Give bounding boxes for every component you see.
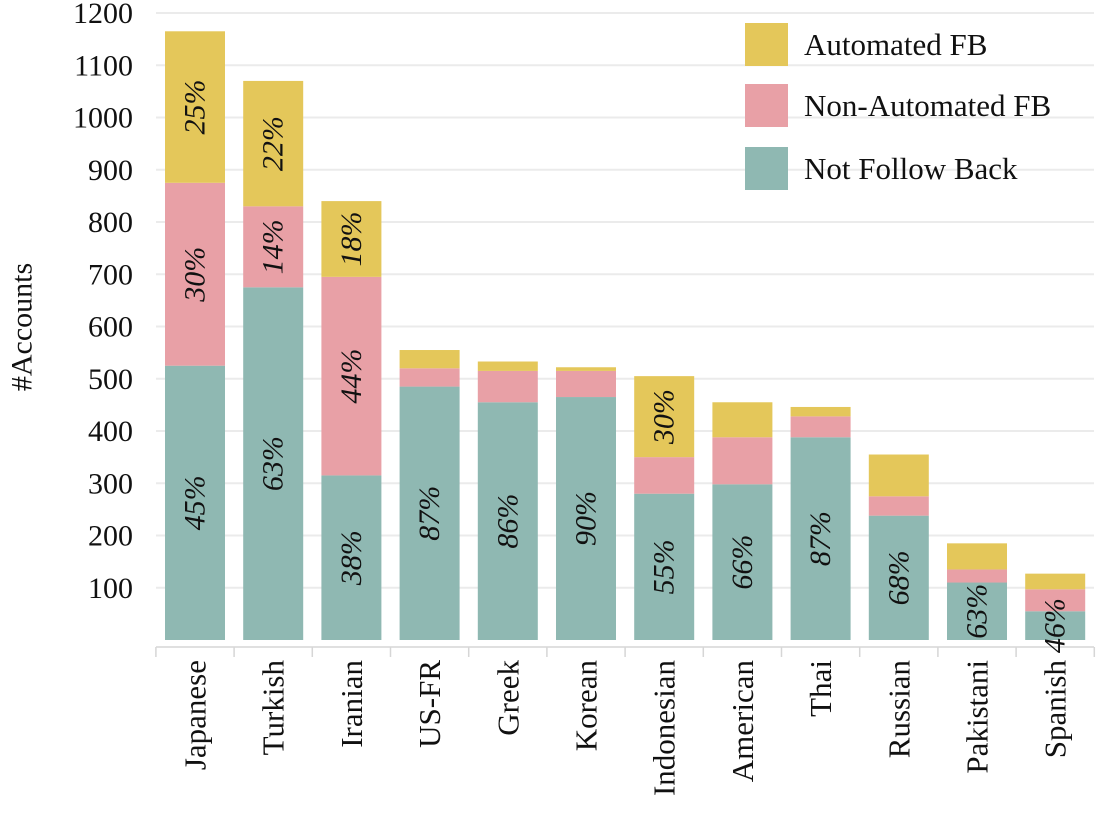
x-tick-label: Thai (803, 660, 838, 717)
percentage-label: 22% (257, 116, 290, 171)
percentage-label: 66% (726, 535, 759, 590)
bar-segment-non-automated-fb (477, 370, 538, 403)
x-axis-ticks: Japanese Turkish Iranian US-FR Greek Korean In… (155, 647, 1096, 797)
bar-segment-non-automated-fb (321, 276, 382, 476)
percentage-label: 46% (1039, 598, 1072, 653)
percentage-label: 30% (179, 247, 212, 303)
bar-segment-non-automated-fb (165, 182, 225, 366)
bar-segment-automated-fb (1025, 573, 1086, 590)
bar-segment-non-automated-fb (712, 437, 773, 485)
x-tick-label: Spanish (1038, 660, 1073, 759)
bar-segment-non-automated-fb (556, 370, 616, 398)
bar-segment-non-automated-fb (868, 496, 929, 516)
y-tick-label: 100 (88, 572, 133, 605)
y-tick-label: 700 (88, 258, 133, 291)
x-tick-label: Russian (881, 660, 916, 759)
bar-segment-automated-fb (243, 80, 304, 207)
x-tick-label: Indonesian (647, 660, 682, 797)
y-tick-label: 300 (88, 467, 133, 500)
percentage-labels: 45% 30% 25% 63% 14% 22% 38% 44% 18% 87% 86% 90% 55% 3… (179, 80, 1072, 654)
percentage-label: 63% (257, 436, 290, 491)
percentage-label: 30% (648, 389, 681, 445)
bar-segment-automated-fb (868, 454, 929, 497)
percentage-label: 86% (491, 494, 524, 549)
percentage-label: 63% (961, 584, 994, 639)
legend-swatch (745, 23, 788, 66)
x-tick-label: US-FR (412, 660, 447, 748)
percentage-label: 14% (257, 219, 290, 274)
percentage-label: 25% (179, 80, 212, 135)
x-tick-label: Turkish (256, 660, 291, 756)
x-tick-label: Greek (490, 660, 525, 736)
y-tick-label: 600 (88, 311, 133, 344)
legend-label: Automated FB (804, 27, 987, 62)
bar-segment-non-automated-fb (947, 569, 1007, 583)
legend-label: Non-Automated FB (804, 88, 1051, 123)
x-tick-label: Iranian (334, 660, 369, 748)
bar-segment-not-follow-back (947, 582, 1007, 640)
bar-segment-automated-fb (477, 361, 538, 371)
bar-segment-automated-fb (321, 201, 382, 277)
y-tick-label: 500 (88, 363, 133, 396)
percentage-label: 44% (335, 349, 368, 404)
x-tick-label: American (725, 660, 760, 783)
bar-segment-automated-fb (556, 367, 616, 371)
legend-swatch (745, 147, 788, 190)
y-tick-label: 200 (88, 520, 133, 553)
percentage-label: 90% (570, 491, 603, 546)
bar-segment-non-automated-fb (1025, 589, 1086, 612)
percentage-label: 18% (335, 211, 368, 266)
percentage-label: 87% (804, 511, 837, 566)
x-tick-label: Korean (569, 660, 604, 752)
legend-swatch (745, 84, 788, 127)
bar-segment-automated-fb (947, 543, 1007, 570)
bar-segment-not-follow-back (868, 515, 929, 640)
bar-segment-automated-fb (399, 350, 460, 369)
bar-segment-not-follow-back (556, 397, 616, 640)
x-tick-label: Japanese (178, 660, 213, 770)
percentage-label: 87% (413, 486, 446, 541)
bar-segment-automated-fb (634, 376, 695, 458)
percentage-label: 68% (882, 550, 915, 605)
percentage-label: 38% (335, 530, 368, 586)
percentage-label: 45% (179, 475, 212, 530)
y-tick-label: 1200 (73, 0, 133, 30)
y-tick-label: 800 (88, 206, 133, 239)
y-tick-label: 1100 (74, 49, 133, 82)
bar-segment-not-follow-back (477, 402, 538, 640)
bar-segment-non-automated-fb (634, 457, 695, 494)
bar-segment-not-follow-back (634, 493, 695, 640)
y-axis-ticks: 100 200 300 400 500 600 700 800 900 1000 1100 1200 (73, 0, 133, 605)
bars (165, 31, 1086, 640)
bar-segment-non-automated-fb (243, 206, 304, 288)
bar-segment-not-follow-back (790, 437, 851, 640)
bar-segment-not-follow-back (243, 287, 304, 640)
y-axis-label: #Accounts (6, 263, 39, 391)
bar-segment-not-follow-back (1025, 611, 1086, 640)
bar-segment-not-follow-back (321, 475, 382, 640)
y-tick-label: 400 (88, 415, 133, 448)
bar-segment-non-automated-fb (790, 416, 851, 438)
bar-segment-not-follow-back (165, 365, 225, 640)
bar-segment-automated-fb (165, 31, 225, 183)
y-tick-label: 1000 (73, 102, 133, 135)
bar-segment-not-follow-back (399, 386, 460, 640)
bar-segment-not-follow-back (712, 484, 773, 640)
legend: Automated FB Non-Automated FB Not Follow B… (745, 23, 1051, 190)
x-tick-label: Pakistani (960, 660, 995, 774)
legend-label: Not Follow Back (804, 151, 1018, 186)
bar-segment-non-automated-fb (399, 368, 460, 387)
bar-segment-automated-fb (790, 406, 851, 417)
percentage-label: 55% (648, 539, 681, 594)
bar-segment-automated-fb (712, 402, 773, 438)
y-tick-label: 900 (88, 154, 133, 187)
